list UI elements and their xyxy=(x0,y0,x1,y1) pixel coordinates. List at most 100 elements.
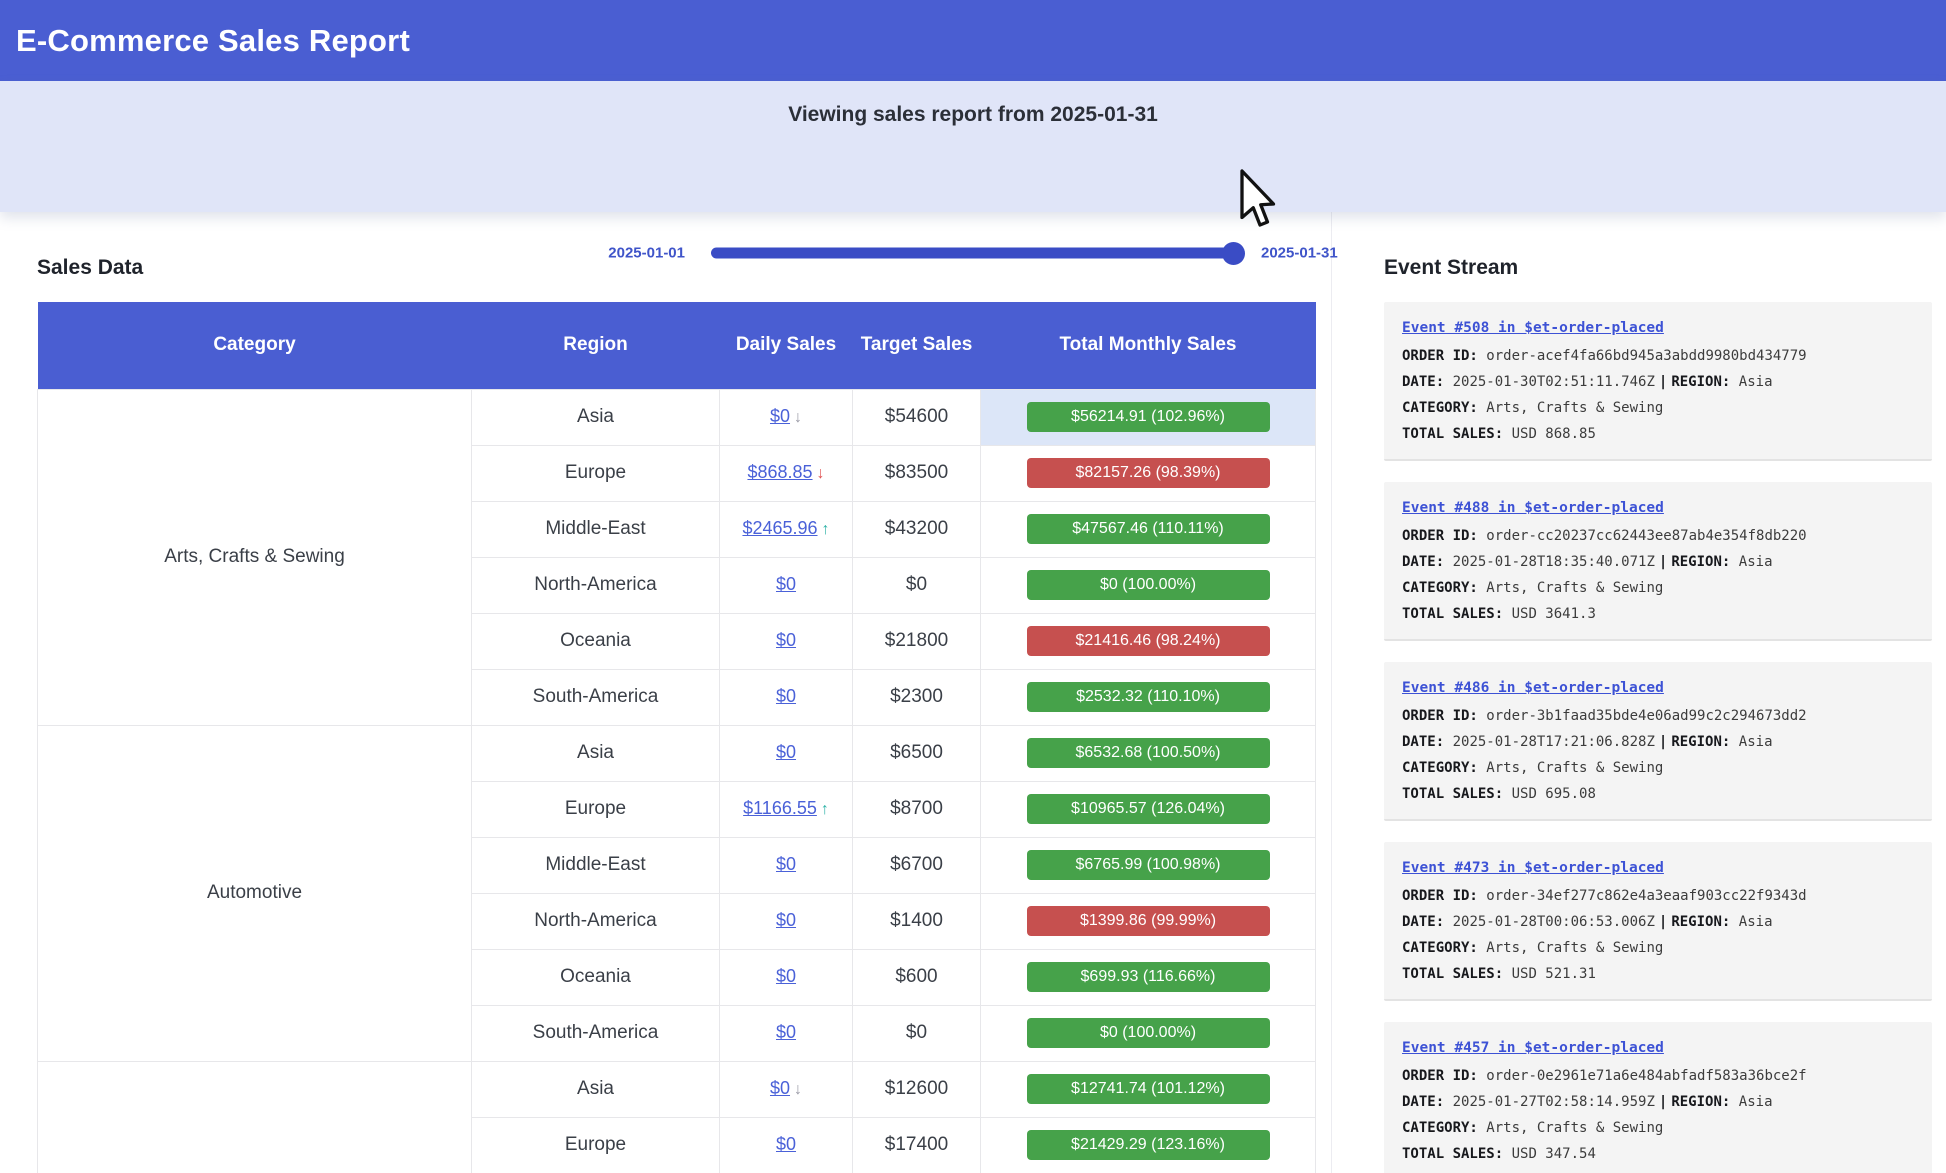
date-value: 2025-01-28T18:35:40.071Z xyxy=(1452,554,1655,570)
total-sales-cell: $82157.26 (98.39%) xyxy=(980,444,1316,502)
total-sales-cell: $699.93 (116.66%) xyxy=(980,948,1316,1006)
region-cell: Oceania xyxy=(471,612,720,670)
daily-sales-link[interactable]: $0 xyxy=(775,686,797,706)
table-row: Middle-East $2465.96 ↑ $43200 $47567.46 (… xyxy=(38,500,1316,558)
total-sales-cell: $56214.91 (102.96%) xyxy=(980,388,1316,446)
trend-down-icon: ↓ xyxy=(794,1081,803,1098)
table-row: Arts, Crafts & Sewing Asia $0 ↓ $54600 $5… xyxy=(37,388,1316,726)
daily-sales-link[interactable]: $0 xyxy=(775,1134,797,1154)
total-sales-cell: $10965.57 (126.04%) xyxy=(980,780,1316,838)
event-link[interactable]: Event #488 in $et-order-placed xyxy=(1402,500,1664,516)
date-slider-thumb[interactable] xyxy=(1222,241,1245,265)
daily-sales-link[interactable]: $0 xyxy=(775,574,797,594)
separator: | xyxy=(1658,914,1668,930)
event-stream-heading: Event Stream xyxy=(1384,256,1519,279)
daily-sales-link[interactable]: $0 xyxy=(775,966,797,986)
region-value: Asia xyxy=(1738,1094,1773,1110)
total-sales-cell: $21416.46 (98.24%) xyxy=(980,612,1316,670)
column-header-total-monthly-sales: Total Monthly Sales xyxy=(980,302,1316,389)
monthly-sales-badge: $12741.74 (101.12%) xyxy=(1026,1074,1270,1104)
date-value: 2025-01-28T00:06:53.006Z xyxy=(1452,914,1655,930)
target-sales-cell: $21800 xyxy=(852,612,981,670)
order-id-label: ORDER ID: xyxy=(1402,528,1478,544)
target-sales-cell: $0 xyxy=(852,556,981,614)
daily-sales-link[interactable]: $1166.55 xyxy=(743,798,817,818)
date-label: DATE: xyxy=(1402,1094,1445,1110)
target-sales-cell: $83500 xyxy=(852,444,981,502)
table-row: Europe $1166.55 ↑ $8700 $10965.57 (126.04… xyxy=(38,780,1316,838)
region-cell: Oceania xyxy=(471,948,720,1006)
date-value: 2025-01-27T02:58:14.959Z xyxy=(1452,1094,1655,1110)
region-cell: North-America xyxy=(471,892,720,950)
separator: | xyxy=(1658,374,1668,390)
daily-sales-link[interactable]: $2465.96 xyxy=(742,518,818,538)
order-id-value: order-34ef277c862e4a3eaaf903cc22f9343d xyxy=(1486,888,1807,904)
monthly-sales-badge: $21429.29 (123.16%) xyxy=(1026,1130,1270,1160)
target-sales-cell: $0 xyxy=(852,1004,981,1062)
total-sales-label: TOTAL SALES: xyxy=(1402,786,1504,802)
order-id-value: order-cc20237cc62443ee87ab4e354f8db220 xyxy=(1486,528,1807,544)
date-slider-track[interactable] xyxy=(711,241,1245,265)
region-value: Asia xyxy=(1738,374,1773,390)
target-sales-cell: $2300 xyxy=(852,668,981,726)
table-row: South-America $0 $0 $0 (100.00%) xyxy=(38,1004,1316,1062)
region-cell: Europe xyxy=(471,780,720,838)
daily-sales-link[interactable]: $0 xyxy=(775,742,797,762)
table-row: North-America $0 $1400 $1399.86 (99.99%) xyxy=(38,892,1316,950)
separator: | xyxy=(1658,734,1668,750)
table-row: South-America $0 $2300 $2532.32 (110.10%… xyxy=(38,668,1316,726)
slider-max-label: 2025-01-31 xyxy=(1261,244,1338,262)
total-sales-cell: $0 (100.00%) xyxy=(980,1004,1316,1062)
table-row: Europe $868.85 ↓ $83500 $82157.26 (98.39%… xyxy=(38,444,1316,502)
region-label: REGION: xyxy=(1671,734,1731,750)
region-cell: South-America xyxy=(471,1004,720,1062)
category-label: CATEGORY: xyxy=(1402,400,1478,416)
daily-sales-link[interactable]: $0 xyxy=(775,1022,797,1042)
table-row: Europe $0 $17400 $21429.29 (123.16%) xyxy=(38,1116,1316,1173)
order-id-value: order-acef4fa66bd945a3abdd9980bd434779 xyxy=(1486,348,1807,364)
category-value: Arts, Crafts & Sewing xyxy=(1486,760,1664,776)
category-cell: Arts, Crafts & Sewing xyxy=(37,388,472,726)
table-row: Oceania $0 $21800 $21416.46 (98.24%) xyxy=(38,612,1316,670)
separator: | xyxy=(1658,1094,1668,1110)
total-sales-cell: $6765.99 (100.98%) xyxy=(980,836,1316,894)
total-sales-cell: $6532.68 (100.50%) xyxy=(980,724,1316,782)
region-cell: Asia xyxy=(471,1060,720,1118)
total-sales-label: TOTAL SALES: xyxy=(1402,606,1504,622)
app-header: E-Commerce Sales Report xyxy=(0,0,1946,81)
monthly-sales-badge: $56214.91 (102.96%) xyxy=(1026,402,1270,432)
order-id-label: ORDER ID: xyxy=(1402,708,1478,724)
page-title: E-Commerce Sales Report xyxy=(16,22,410,58)
region-value: Asia xyxy=(1738,734,1773,750)
column-header-category: Category xyxy=(37,302,472,389)
event-link[interactable]: Event #473 in $et-order-placed xyxy=(1402,860,1664,876)
daily-sales-link[interactable]: $0 xyxy=(769,406,791,426)
event-card: Event #488 in $et-order-placed ORDER ID:… xyxy=(1384,482,1932,641)
daily-sales-link[interactable]: $868.85 xyxy=(747,462,813,482)
column-header-daily-sales: Daily Sales xyxy=(719,302,853,389)
event-link[interactable]: Event #508 in $et-order-placed xyxy=(1402,320,1664,336)
monthly-sales-badge: $699.93 (116.66%) xyxy=(1026,962,1270,992)
date-value: 2025-01-30T02:51:11.746Z xyxy=(1452,374,1655,390)
category-label: CATEGORY: xyxy=(1402,760,1478,776)
trend-down-icon: ↓ xyxy=(816,465,825,482)
main-content: Sales Data Category Region Daily Sales T… xyxy=(0,212,1946,1173)
target-sales-cell: $12600 xyxy=(852,1060,981,1118)
target-sales-cell: $6500 xyxy=(852,724,981,782)
monthly-sales-badge: $6532.68 (100.50%) xyxy=(1026,738,1270,768)
daily-sales-link[interactable]: $0 xyxy=(775,910,797,930)
category-value: Arts, Crafts & Sewing xyxy=(1486,1120,1664,1136)
region-label: REGION: xyxy=(1671,554,1731,570)
event-link[interactable]: Event #486 in $et-order-placed xyxy=(1402,680,1664,696)
region-cell: Middle-East xyxy=(471,836,720,894)
total-sales-value: USD 695.08 xyxy=(1511,786,1596,802)
daily-sales-link[interactable]: $0 xyxy=(769,1078,791,1098)
monthly-sales-badge: $2532.32 (110.10%) xyxy=(1026,682,1270,712)
daily-sales-link[interactable]: $0 xyxy=(775,630,797,650)
daily-sales-link[interactable]: $0 xyxy=(775,854,797,874)
target-sales-cell: $17400 xyxy=(852,1116,981,1173)
event-card: Event #457 in $et-order-placed ORDER ID:… xyxy=(1384,1022,1932,1173)
event-link[interactable]: Event #457 in $et-order-placed xyxy=(1402,1040,1664,1056)
target-sales-cell: $600 xyxy=(852,948,981,1006)
total-sales-value: USD 3641.3 xyxy=(1511,606,1596,622)
